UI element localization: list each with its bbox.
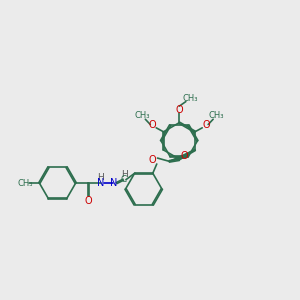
Text: O: O [148,120,156,130]
Text: C: C [120,175,126,184]
Text: O: O [176,104,183,115]
Text: O: O [148,155,156,165]
Text: CH₃: CH₃ [209,111,224,120]
Text: H: H [98,172,104,182]
Text: O: O [180,152,188,161]
Text: O: O [202,120,210,130]
Text: N: N [97,178,104,188]
Text: H: H [122,170,128,179]
Text: N: N [110,178,117,188]
Text: O: O [84,196,92,206]
Text: CH₃: CH₃ [182,94,197,103]
Text: CH₃: CH₃ [18,178,33,188]
Text: CH₃: CH₃ [134,111,150,120]
